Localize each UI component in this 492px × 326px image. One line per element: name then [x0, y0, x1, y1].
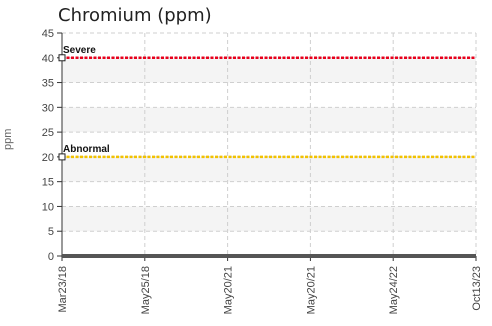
y-tick-label: 25 — [42, 127, 54, 139]
plot-band — [62, 206, 476, 232]
y-tick-label: 0 — [48, 251, 54, 263]
y-tick-label: 40 — [42, 53, 54, 65]
y-tick-label: 35 — [42, 78, 54, 90]
threshold-marker-abnormal — [58, 153, 66, 161]
x-tick-label: Mar23/18 — [57, 266, 69, 312]
x-tick-label: May20/21 — [223, 266, 235, 314]
x-tick-label: May24/22 — [388, 266, 400, 314]
y-tick-label: 10 — [42, 201, 54, 213]
y-tick-label: 45 — [42, 28, 54, 40]
plot-band — [62, 156, 476, 182]
threshold-label-severe: Severe — [63, 45, 96, 56]
x-tick-label: Oct13/23 — [471, 266, 483, 311]
plot-band — [62, 57, 476, 83]
y-tick-label: 20 — [42, 152, 54, 164]
x-tick-label: May20/21 — [305, 266, 317, 314]
chart-title: Chromium (ppm) — [58, 5, 212, 26]
plot-band — [62, 107, 476, 133]
y-tick-label: 30 — [42, 102, 54, 114]
threshold-marker-severe — [58, 54, 66, 62]
threshold-label-abnormal: Abnormal — [63, 144, 110, 155]
x-tick-label: May25/18 — [140, 266, 152, 314]
y-tick-label: 5 — [48, 226, 54, 238]
y-tick-label: 15 — [42, 177, 54, 189]
